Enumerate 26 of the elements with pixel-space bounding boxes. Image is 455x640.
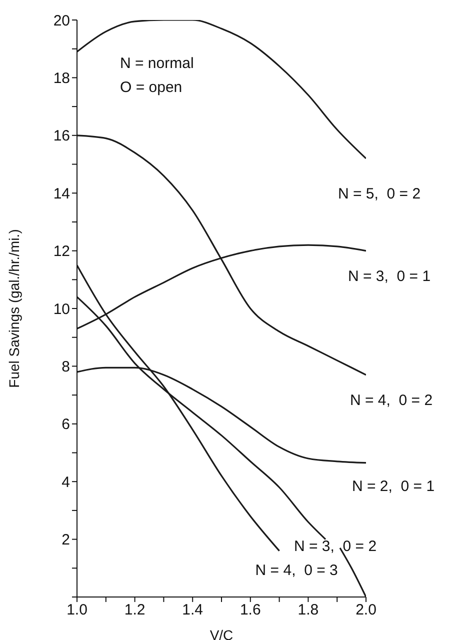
series-label: N = 3, 0 = 2	[294, 538, 377, 555]
text: N = 5, 0 = 2	[338, 185, 421, 202]
y-tick-label: 12	[53, 243, 70, 260]
annotation: N = normal	[120, 54, 194, 74]
x-tick-label: 1.4	[182, 602, 204, 619]
x-tick-label: 1.0	[66, 602, 88, 619]
series-label: N = 2, 0 = 1	[352, 478, 435, 495]
x-axis-title: V/C	[210, 627, 234, 640]
y-tick-label: 20	[53, 12, 70, 30]
y-tick-label: 4	[62, 474, 70, 491]
y-axis-title: Fuel Savings (gal./hr./mi.)	[6, 229, 22, 388]
x-tick-label: 1.2	[124, 602, 146, 619]
y-tick-label: 6	[62, 416, 70, 434]
x-tick-label: 2.0	[356, 602, 376, 619]
annotation: O = open	[120, 78, 184, 98]
series-label: N = 3, 0 = 1	[348, 268, 431, 285]
y-tick-label: 14	[53, 185, 70, 202]
x-tick-label: 1.8	[298, 602, 319, 619]
series-label: N = 4, 0 = 3	[255, 562, 338, 579]
x-tick-label: 1.6	[240, 602, 261, 619]
y-tick-label: 10	[53, 300, 70, 318]
series-label: N = 4, 0 = 2	[350, 392, 433, 409]
y-tick-label: 18	[53, 70, 70, 88]
y-tick-label: 2	[62, 532, 70, 549]
y-tick-label: 16	[53, 128, 70, 145]
y-tick-label: 8	[62, 358, 70, 376]
